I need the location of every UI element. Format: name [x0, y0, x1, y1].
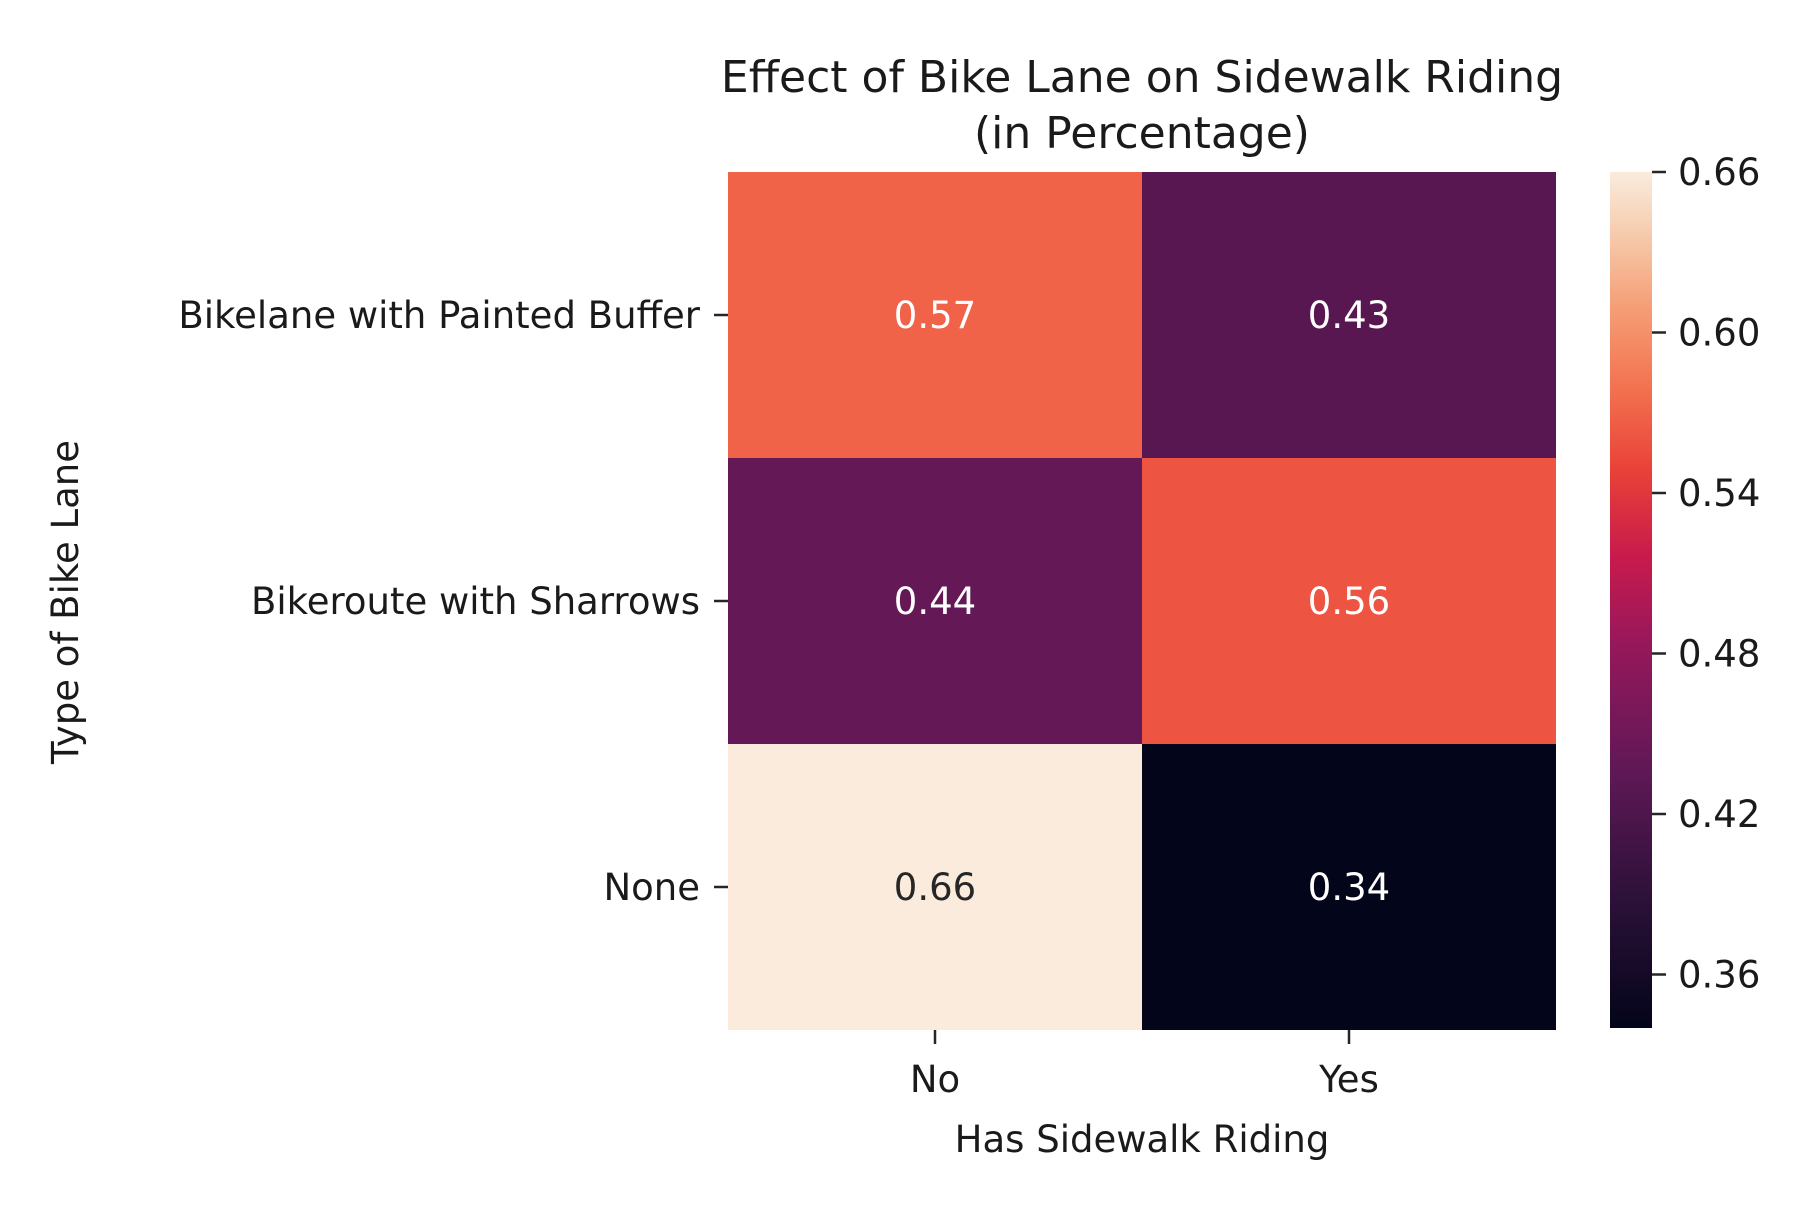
y-axis-label: Type of Bike Lane: [44, 440, 87, 765]
heatmap-cell: [1142, 744, 1556, 1030]
heatmap-cell: [728, 172, 1142, 458]
x-tick-label: Yes: [1318, 1058, 1379, 1101]
heatmap-cell: [728, 744, 1142, 1030]
colorbar-ticks: 0.36 0.42 0.48 0.54 0.60 0.66: [1652, 151, 1760, 997]
colorbar-tick-label: 0.66: [1678, 151, 1760, 194]
cell-value-label: 0.66: [894, 866, 976, 909]
y-axis-ticks: Bikelane with Painted Buffer Bikeroute wi…: [178, 294, 728, 909]
x-axis-ticks: No Yes: [910, 1030, 1379, 1101]
y-tick-label: Bikeroute with Sharrows: [251, 580, 700, 623]
heatmap-cell: [1142, 172, 1556, 458]
colorbar-tick-label: 0.54: [1678, 472, 1760, 515]
x-tick-label: No: [910, 1058, 960, 1101]
y-tick-label: Bikelane with Painted Buffer: [178, 294, 700, 337]
y-tick-label: None: [603, 866, 700, 909]
cell-value-label: 0.57: [894, 294, 976, 337]
colorbar-tick-label: 0.60: [1678, 312, 1760, 355]
chart-title-line-2: (in Percentage): [974, 108, 1310, 159]
colorbar: [1610, 172, 1652, 1028]
heatmap-cells: [728, 172, 1556, 1030]
colorbar-tick-label: 0.42: [1678, 793, 1760, 836]
colorbar-tick-label: 0.48: [1678, 633, 1760, 676]
cell-value-label: 0.43: [1308, 294, 1390, 337]
cell-value-label: 0.34: [1308, 866, 1390, 909]
heatmap-cell-labels: 0.57 0.43 0.44 0.56 0.66 0.34: [894, 294, 1390, 909]
cell-value-label: 0.44: [894, 580, 976, 623]
cell-value-label: 0.56: [1308, 580, 1390, 623]
heatmap-cell: [1142, 458, 1556, 744]
colorbar-tick-label: 0.36: [1678, 954, 1760, 997]
heatmap-cell: [728, 458, 1142, 744]
x-axis-label: Has Sidewalk Riding: [955, 1118, 1330, 1161]
chart-title-line-1: Effect of Bike Lane on Sidewalk Riding: [721, 52, 1563, 103]
